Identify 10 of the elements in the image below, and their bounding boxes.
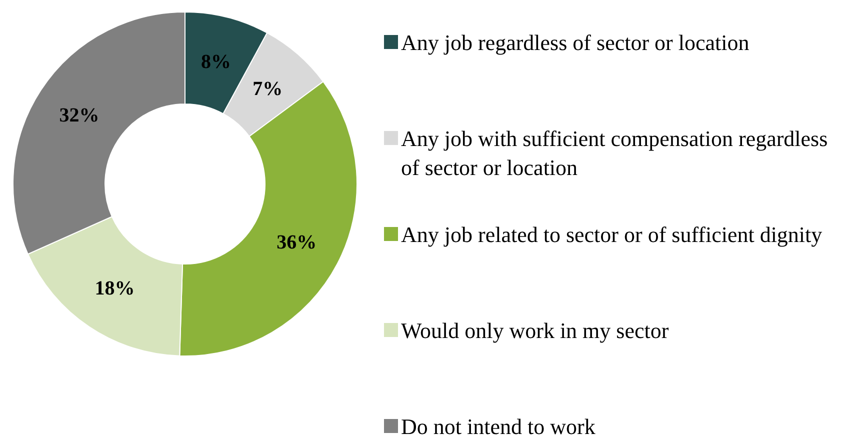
data-label: 18% [94, 278, 135, 300]
data-label: 7% [252, 78, 283, 100]
data-label: 8% [201, 50, 232, 73]
legend-label: Would only work in my sector [401, 318, 670, 342]
legend-label: Do not intend to work [401, 414, 596, 438]
data-label: 36% [276, 231, 317, 254]
data-label: 32% [59, 104, 100, 126]
legend-label: Any job with sufficient compensation regardless of sector or location [401, 126, 828, 180]
legend-label: Any job related to sector or of sufficient dignity [401, 222, 822, 246]
legend-label: Any job regardless of sector or location [401, 30, 750, 54]
